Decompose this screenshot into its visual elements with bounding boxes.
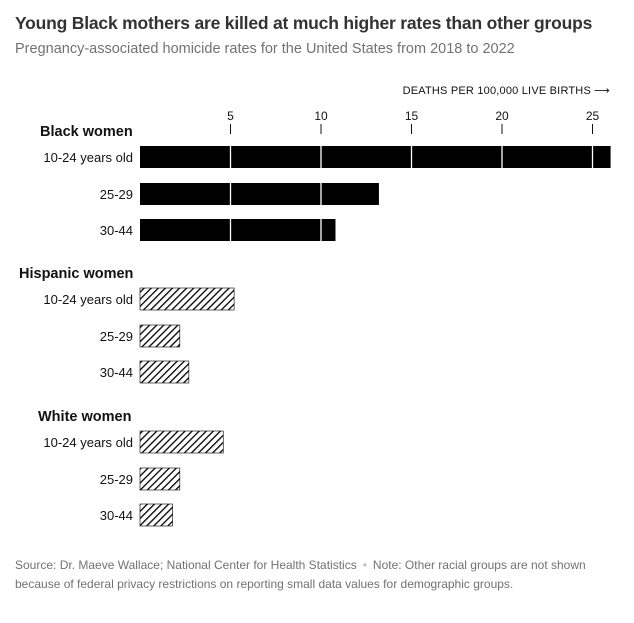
chart-title: Young Black mothers are killed at much h… — [15, 13, 593, 33]
group-label-1: Hispanic women — [19, 266, 133, 282]
category-label: 10-24 years old — [43, 150, 133, 165]
group-label-2: White women — [38, 409, 131, 425]
tick-label-10: 10 — [314, 109, 328, 123]
group-label-0: Black women — [40, 124, 133, 140]
axis-arrow-icon: ⟶ — [594, 85, 610, 97]
tick-label-25: 25 — [586, 109, 600, 123]
category-label: 10-24 years old — [43, 435, 133, 450]
chart-subtitle: Pregnancy-associated homicide rates for … — [15, 41, 515, 57]
bar — [139, 430, 224, 454]
x-axis-ticks: 5 10 15 20 25 — [227, 109, 599, 134]
tick-label-5: 5 — [227, 109, 234, 123]
bar-groups: Black women 10-24 years old 25-29 30-44 Hisp… — [19, 124, 611, 527]
source-note: Source: Dr. Maeve Wallace; National Cent… — [15, 558, 357, 572]
category-label: 10-24 years old — [43, 292, 133, 307]
bar — [140, 183, 379, 205]
bar — [140, 219, 336, 241]
privacy-note: Note: Other racial groups are not shown … — [15, 558, 586, 591]
axis-unit-label: DEATHS PER 100,000 LIVE BIRTHS — [403, 85, 591, 97]
bar-chart: DEATHS PER 100,000 LIVE BIRTHS ⟶ 5 10 15 20… — [19, 85, 611, 527]
category-label: 25-29 — [100, 187, 133, 202]
category-label: 25-29 — [100, 329, 133, 344]
category-label: 25-29 — [100, 472, 133, 487]
bar — [140, 146, 611, 168]
tick-label-15: 15 — [405, 109, 419, 123]
bar — [139, 360, 190, 384]
bar — [139, 467, 181, 491]
separator-dot: • — [362, 558, 367, 572]
bar-gridlines — [229, 146, 594, 241]
category-label: 30-44 — [100, 223, 133, 238]
tick-label-20: 20 — [495, 109, 509, 123]
category-label: 30-44 — [100, 365, 133, 380]
bar — [139, 287, 235, 311]
bar — [139, 324, 181, 348]
bar — [139, 503, 173, 527]
category-label: 30-44 — [100, 508, 133, 523]
chart-footer: Source: Dr. Maeve Wallace; National Cent… — [15, 556, 625, 593]
